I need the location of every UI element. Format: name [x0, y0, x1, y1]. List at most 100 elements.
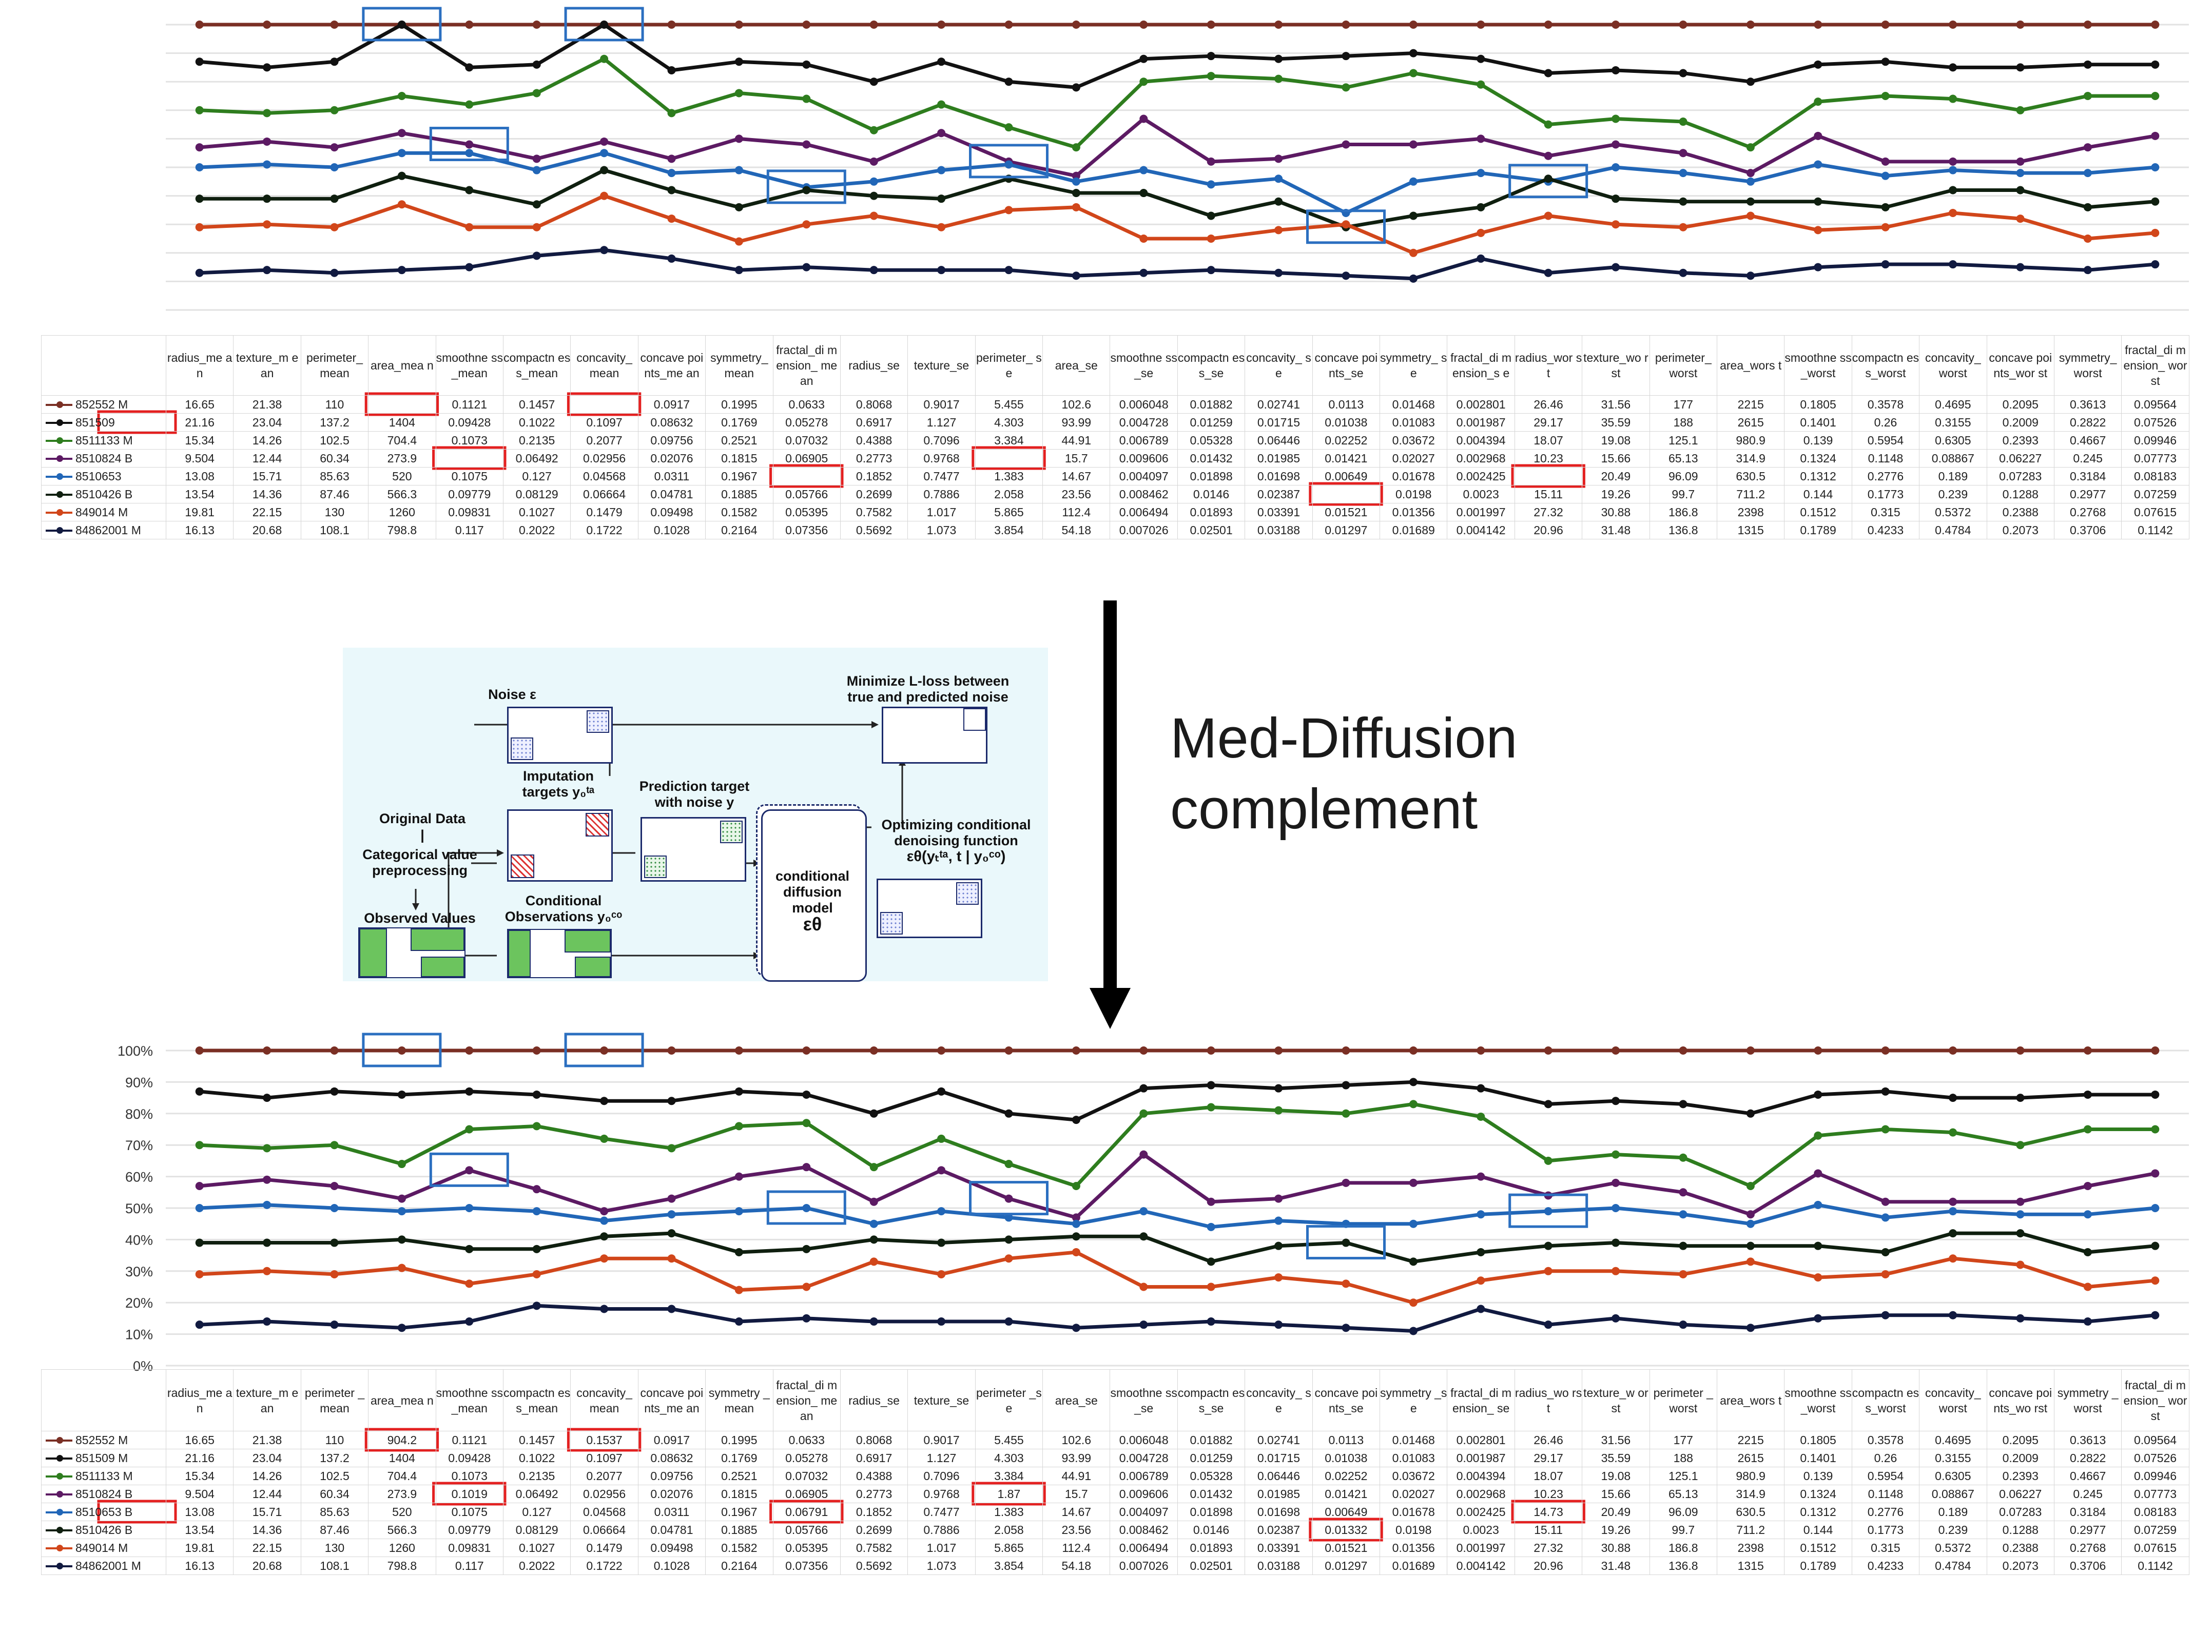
data-point-0-2-17	[1342, 83, 1350, 92]
y-tick-label-1-7: 70%	[125, 1138, 153, 1153]
column-header: concave points_wo rst	[1986, 1369, 2054, 1431]
row-legend: 851509	[41, 413, 166, 432]
table-cell: 0.1769	[705, 413, 773, 432]
table-cell: 0.01083	[1380, 413, 1448, 432]
table-cell: 125.1	[1649, 431, 1717, 450]
table-cell: 0.03391	[1245, 503, 1313, 521]
data-point-1-4-4	[465, 1204, 474, 1212]
table-cell: 0.139	[1784, 431, 1852, 450]
table-cell: 0.05278	[772, 1449, 841, 1467]
original-pipe: |	[420, 827, 424, 843]
chart-marker-box-1-5	[1508, 1193, 1588, 1228]
table-cell: 1404	[368, 1449, 436, 1467]
table-cell: 0.04781	[637, 1521, 706, 1539]
chart-marker-box-0-0	[362, 7, 442, 42]
table-cell: 0.002801	[1447, 395, 1515, 414]
table-cell: 0.2822	[2053, 1449, 2122, 1467]
table-cell: 0.0113	[1312, 395, 1381, 414]
data-point-0-0-4	[465, 21, 474, 29]
table-cell: 0.05328	[1177, 1467, 1246, 1485]
row-legend: 852552 M	[41, 1431, 166, 1449]
noise-label: Noise ε	[488, 687, 536, 702]
series-name: 849014 M	[75, 1541, 128, 1554]
data-point-0-5-9	[802, 186, 811, 195]
table-cell: 0.3155	[1919, 1449, 1987, 1467]
data-point-1-7-6	[600, 1305, 609, 1313]
data-point-0-7-7	[667, 254, 676, 263]
series-name: 8510653 B	[75, 1505, 133, 1519]
table-cell: 0.03672	[1380, 431, 1448, 450]
table-cell: 0.01882	[1177, 395, 1246, 414]
data-point-0-2-24	[1814, 98, 1822, 106]
table-cell: 980.9	[1716, 1467, 1785, 1485]
data-point-1-3-15	[1207, 1197, 1215, 1206]
table-cell: 0.01356	[1380, 503, 1448, 521]
data-point-0-3-8	[734, 134, 743, 143]
legend-line-marker	[46, 1473, 72, 1480]
table-cell: 0.006048	[1110, 1431, 1178, 1449]
data-point-1-1-5	[532, 1090, 541, 1099]
prediction-box	[641, 817, 746, 882]
data-point-0-6-9	[802, 220, 811, 229]
data-point-1-1-15	[1207, 1081, 1215, 1090]
data-point-0-7-2	[330, 268, 339, 277]
table-cell: 0.07283	[1986, 467, 2054, 485]
data-point-1-2-27	[2016, 1141, 2025, 1150]
table-cell: 0.09946	[2121, 431, 2189, 450]
table-row: 8510824 B 9.504 12.44 60.34 273.9 0.1019 0.064…	[41, 1485, 2189, 1503]
table-cell: 1315	[1716, 1557, 1785, 1575]
table-cell: 0.05328	[1177, 431, 1246, 450]
data-point-0-6-14	[1139, 235, 1148, 243]
data-point-1-6-3	[397, 1264, 406, 1272]
series-line-0-3	[199, 117, 2156, 178]
data-point-1-4-3	[397, 1207, 406, 1216]
data-point-1-2-13	[1072, 1182, 1080, 1191]
minimize-line-1: Minimize L-loss between	[846, 673, 1010, 689]
table-cell: 0.1885	[705, 485, 773, 503]
row-legend: 849014 M	[41, 503, 166, 521]
data-point-0-5-16	[1274, 197, 1283, 206]
imputation-label: Imputation targets y₀ᵗᵃ	[507, 768, 610, 800]
data-point-0-0-17	[1342, 21, 1350, 29]
table-cell: 0.0023	[1447, 1521, 1515, 1539]
table-cell: 630.5	[1716, 467, 1785, 485]
column-header: compactn ess_se	[1177, 1369, 1246, 1431]
data-point-1-6-5	[532, 1270, 541, 1278]
data-point-0-3-4	[465, 140, 474, 149]
data-point-1-2-19	[1477, 1112, 1485, 1121]
data-point-0-0-11	[937, 21, 946, 29]
data-point-0-4-21	[1612, 163, 1620, 171]
data-point-0-5-5	[532, 200, 541, 209]
table-cell: 125.1	[1649, 1467, 1717, 1485]
data-point-0-1-1	[263, 63, 271, 72]
data-point-0-3-28	[2083, 143, 2092, 152]
legend-line-marker	[46, 1545, 72, 1552]
data-point-0-0-9	[802, 21, 811, 29]
column-header: texture_wo rst	[1582, 335, 1650, 396]
row-legend: 8510653 B	[41, 1503, 166, 1521]
data-point-0-3-19	[1477, 134, 1485, 143]
table-cell: 0.01521	[1312, 503, 1381, 521]
table-cell: 0.08183	[2121, 1503, 2189, 1521]
data-point-0-2-10	[869, 126, 878, 134]
column-header: concavity_ mean	[570, 335, 638, 396]
conditional-obs-box	[507, 929, 612, 978]
table-cell: 108.1	[300, 521, 369, 539]
data-point-1-5-27	[2016, 1229, 2025, 1238]
table-cell: 0.4233	[1851, 521, 1920, 539]
y-tick-label-1-4: 40%	[125, 1232, 153, 1248]
data-point-0-3-17	[1342, 140, 1350, 149]
y-tick-label-1-9: 90%	[125, 1075, 153, 1090]
table-cell: 0.02501	[1177, 521, 1246, 539]
table-cell: 60.34	[300, 449, 369, 468]
series-name: 849014 M	[75, 505, 128, 519]
data-point-1-6-9	[802, 1282, 811, 1291]
table-cell: 0.4784	[1919, 521, 1987, 539]
column-header: compactn ess_mean	[502, 1369, 571, 1431]
table-cell: 29.17	[1514, 1449, 1583, 1467]
table-cell: 31.56	[1582, 395, 1650, 414]
data-point-0-6-3	[397, 200, 406, 209]
data-point-0-4-14	[1139, 166, 1148, 174]
table-cell: 21.38	[233, 395, 301, 414]
data-point-1-2-7	[667, 1144, 676, 1153]
